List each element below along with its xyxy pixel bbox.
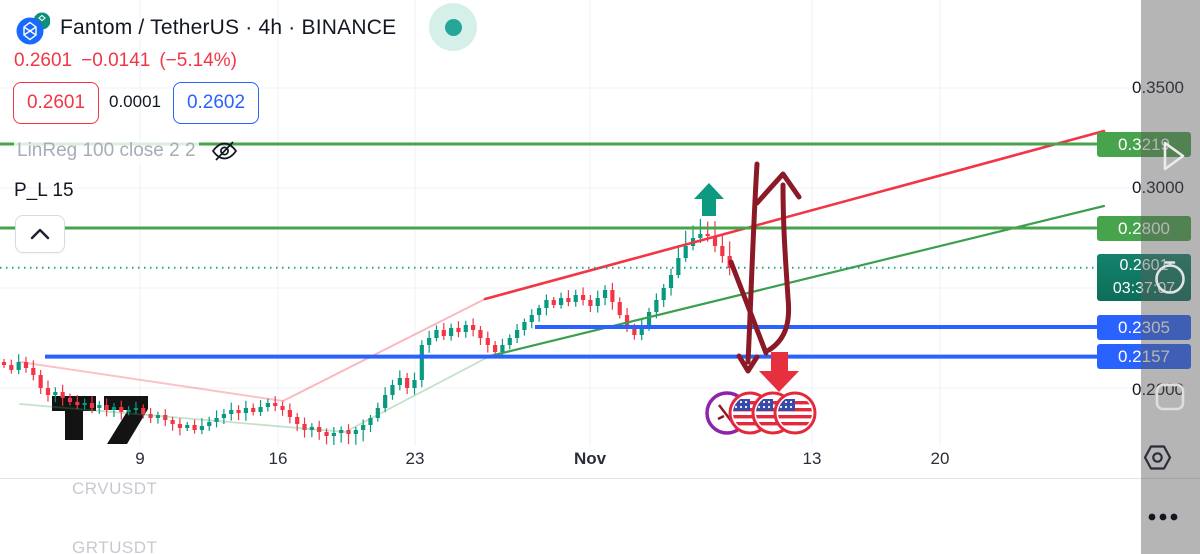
spread-value: 0.0001 [109,92,161,111]
price-level-badge: 0.2305 [1097,315,1191,340]
collapse-panel-button[interactable] [15,215,65,253]
eye-off-icon[interactable] [211,139,238,163]
linreg-label: LinReg 100 close 2 2 [14,140,199,162]
price-change-row: 0.2601 −0.0141 (−5.14%) [14,50,237,72]
more-ellipsis-icon[interactable] [1144,510,1184,524]
svg-text:9: 9 [135,449,144,468]
bottom-toolbar: CRVUSDT GRTUSDT FTMUSDT 4h f [0,478,1200,554]
watchlist-item-next[interactable]: GRTUSDT [72,538,158,554]
connection-dot-icon [444,18,462,36]
price-level-badge: 0.2800 [1097,216,1191,241]
current-price-badge: 0.2601 03:37:07 [1097,254,1191,301]
change-percent: (−5.14%) [159,50,237,71]
countdown-clock-icon[interactable] [1152,260,1188,296]
svg-text:16: 16 [269,449,288,468]
current-price: 0.2601 [1119,256,1169,274]
go-to-realtime-icon[interactable] [1152,138,1188,174]
connection-status-button[interactable] [429,3,477,51]
watchlist-item-prev[interactable]: CRVUSDT [72,479,158,498]
chevron-up-icon [30,228,50,240]
fantom-logo-icon [16,12,50,45]
price-level-badge: 0.2157 [1097,344,1191,369]
quick-settings-icon[interactable] [1141,441,1174,474]
snapshot-frame-icon[interactable] [1155,383,1185,411]
sell-button[interactable]: 0.2601 [13,82,99,124]
right-overlay-strip [1141,0,1200,554]
header: Fantom / TetherUS · 4h · BINANCE [14,10,396,46]
svg-text:Nov: Nov [574,449,607,468]
svg-text:20: 20 [931,449,950,468]
svg-text:23: 23 [406,449,425,468]
price-level-badge: 0.3219 [1097,132,1191,157]
y-axis-label: 0.3500 [1132,78,1184,97]
svg-text:13: 13 [803,449,822,468]
buy-button[interactable]: 0.2602 [173,82,259,124]
indicator-row-linreg[interactable]: LinReg 100 close 2 2 [14,139,238,163]
y-axis-label: 0.3000 [1132,178,1184,197]
bar-countdown: 03:37:07 [1112,279,1176,297]
symbol-title[interactable]: Fantom / TetherUS · 4h · BINANCE [60,16,397,39]
indicator-row-pl[interactable]: P_L 15 [14,180,74,201]
last-price: 0.2601 [14,50,73,71]
change-value: −0.0141 [81,50,151,71]
